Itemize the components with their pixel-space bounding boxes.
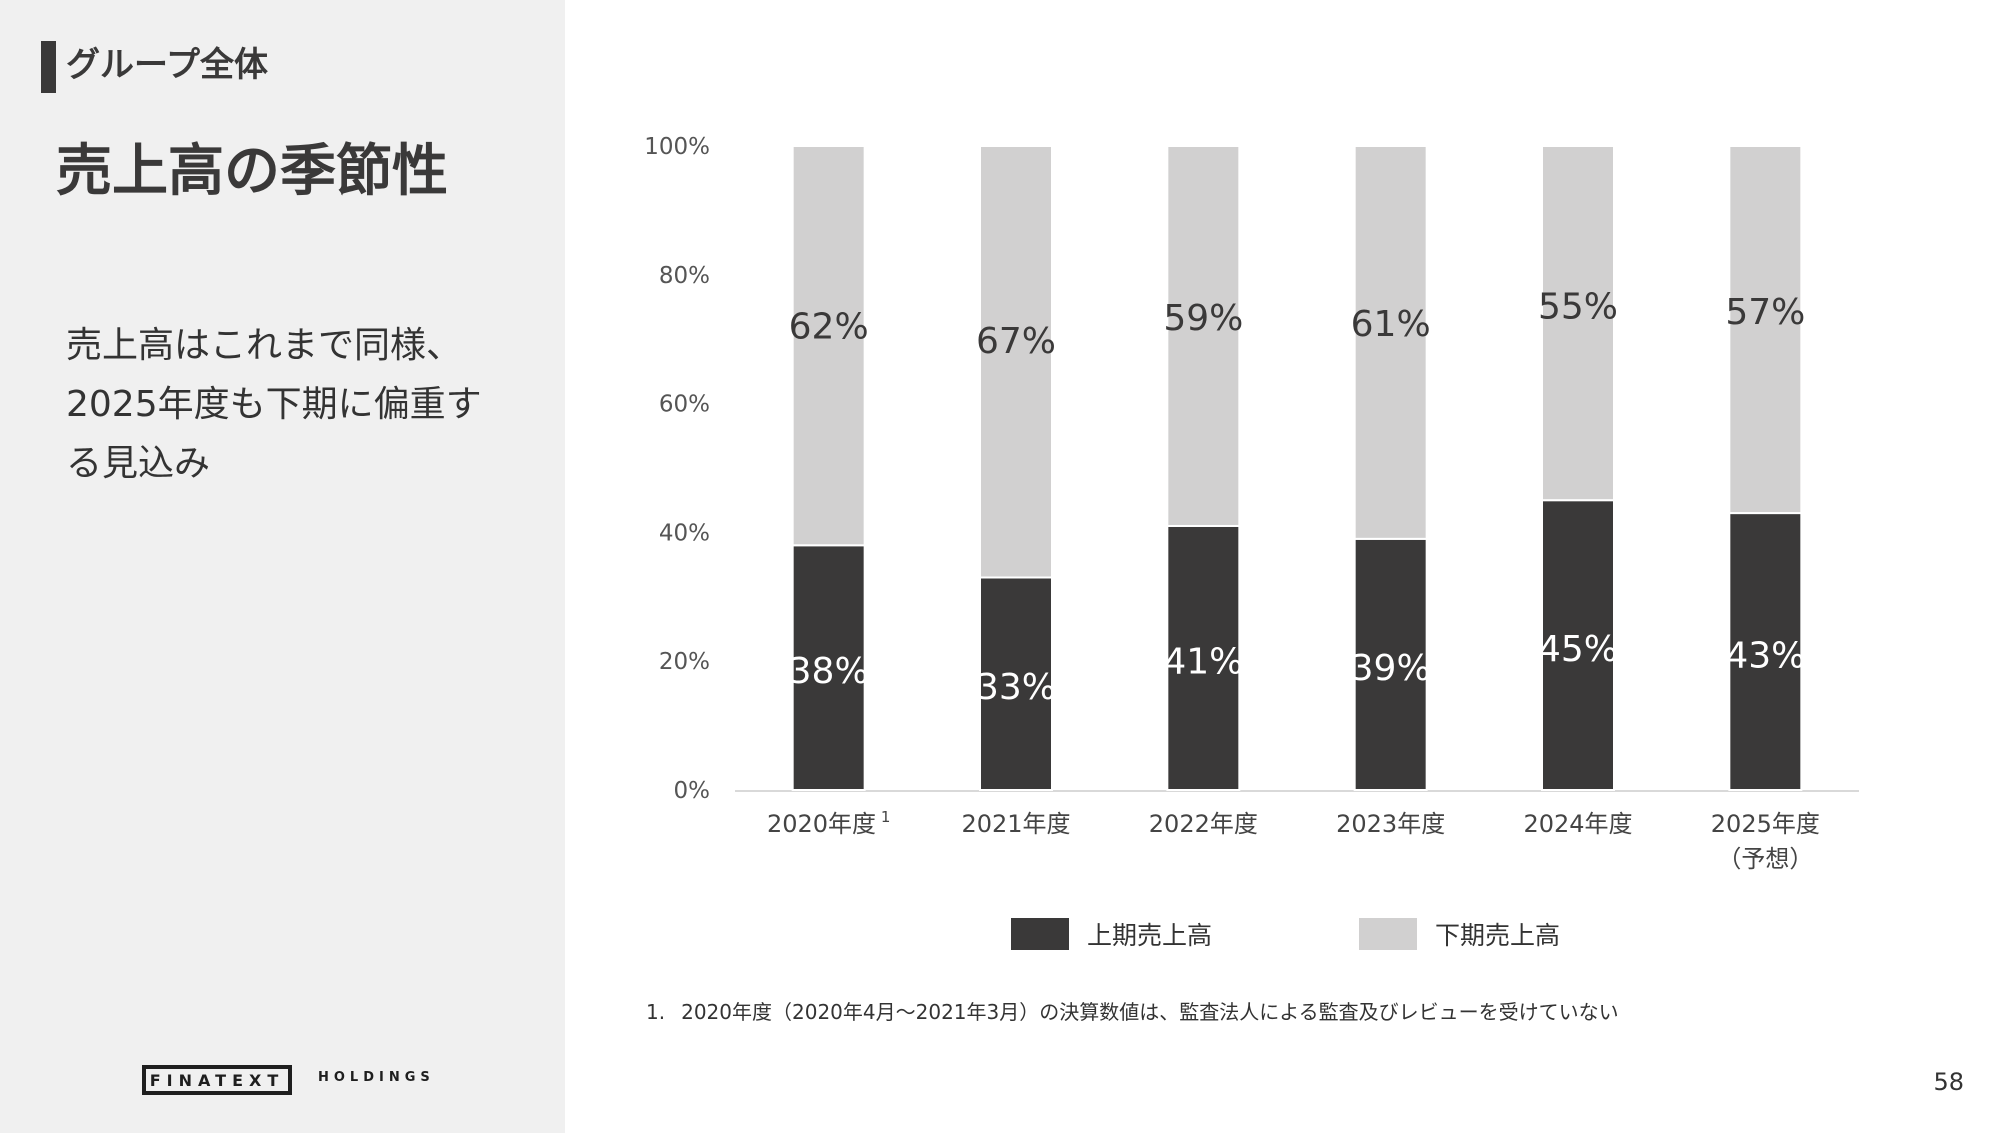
bar-data-label: 41% <box>1163 642 1243 683</box>
bar-second-half <box>1353 145 1428 540</box>
y-tick-label: 40% <box>659 520 710 546</box>
y-tick-label: 100% <box>644 134 710 160</box>
bar-first-half <box>1728 512 1803 792</box>
section-label: グループ全体 <box>66 45 268 85</box>
page-number: 58 <box>1933 1068 1964 1096</box>
footnote-text: 2020年度（2020年4月〜2021年3月）の決算数値は、監査法人による監査及… <box>681 1000 1619 1024</box>
bar-first-half <box>791 544 866 792</box>
bar-first-half <box>1353 537 1428 792</box>
page-title: 売上高の季節性 <box>56 139 448 204</box>
y-tick-label: 80% <box>659 263 710 289</box>
bar-data-label: 61% <box>1351 304 1431 345</box>
seasonality-bar-chart: 0% 20% 40% 60% 80% 100% 38% 62% 2020年度 1 33% 67% 20… <box>644 134 1859 950</box>
bar-data-label: 39% <box>1351 648 1431 689</box>
legend-label: 上期売上高 <box>1087 921 1212 950</box>
x-tick-label: 2021年度 <box>961 810 1070 838</box>
y-tick-label: 60% <box>659 392 710 418</box>
bar-data-label: 38% <box>789 651 869 692</box>
bar-second-half <box>1541 145 1615 502</box>
bar-data-label: 59% <box>1163 298 1243 339</box>
bar-data-label: 43% <box>1725 635 1805 676</box>
x-tick-label: 2025年度 <box>1711 810 1820 838</box>
logo-sub-text: HOLDINGS <box>318 1070 435 1085</box>
bar-second-half <box>1166 145 1241 527</box>
section-marker <box>41 41 56 93</box>
company-logo: FINATEXT <box>142 1065 292 1095</box>
y-tick-label: 0% <box>674 778 711 804</box>
x-tick-label: 2020年度 1 <box>767 808 890 838</box>
x-tick-label: 2022年度 <box>1149 810 1258 838</box>
x-tick-label: 2024年度 <box>1523 810 1632 838</box>
bar-data-label: 45% <box>1538 629 1618 670</box>
x-tick-label: 2023年度 <box>1336 810 1445 838</box>
bar-data-label: 62% <box>789 307 869 348</box>
bar-data-label: 67% <box>976 321 1056 362</box>
bar-first-half <box>1166 524 1241 792</box>
legend-swatch <box>1011 918 1069 950</box>
legend-swatch <box>1359 918 1417 950</box>
bar-second-half <box>791 145 866 547</box>
logo-main-text: FINATEXT <box>149 1070 285 1090</box>
bar-data-label: 33% <box>976 667 1056 708</box>
x-tick-sublabel: （予想） <box>1717 845 1813 873</box>
y-tick-label: 20% <box>659 649 710 675</box>
bar-data-label: 57% <box>1725 292 1805 333</box>
footnote: 1. 2020年度（2020年4月〜2021年3月）の決算数値は、監査法人による監… <box>646 996 1619 1025</box>
bar-first-half <box>1541 499 1615 791</box>
bar-data-label: 55% <box>1538 286 1618 327</box>
bar-second-half <box>1728 145 1803 515</box>
footnote-number: 1. <box>646 1000 666 1024</box>
description-text: 売上高はこれまで同様、2025年度も下期に偏重する見込み <box>66 325 482 484</box>
left-panel <box>0 0 565 1133</box>
bar-second-half <box>979 145 1053 579</box>
legend-label: 下期売上高 <box>1435 921 1560 950</box>
footnote-marker: 1 <box>876 808 890 826</box>
